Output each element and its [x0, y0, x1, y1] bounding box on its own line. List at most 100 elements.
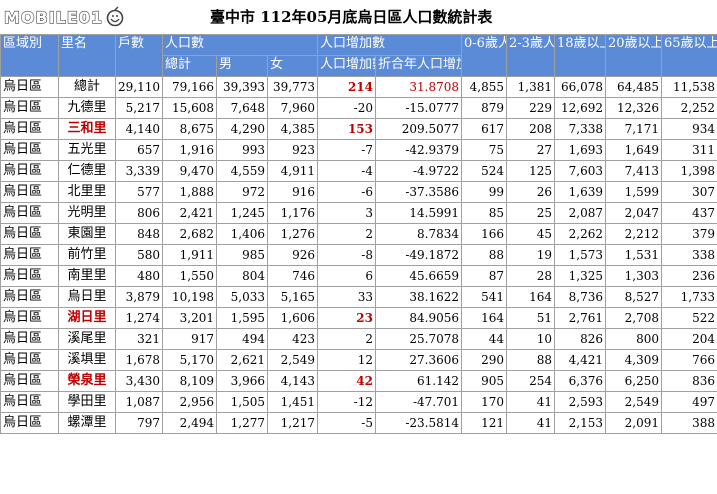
header-increase: 人口增加數 — [317, 55, 376, 77]
cell-households: 657 — [115, 139, 163, 161]
header-age-20: 20歲以上人口數 — [605, 34, 663, 77]
cell-age-18: 2,262 — [554, 223, 607, 245]
cell-age-18: 12,692 — [554, 97, 607, 119]
cell-male: 3,966 — [216, 370, 268, 392]
cell-increase: -5 — [317, 412, 376, 434]
cell-age-20: 2,708 — [605, 307, 663, 329]
cell-increase: -8 — [317, 244, 376, 266]
cell-region: 烏日區 — [0, 286, 59, 308]
cell-age-2-3: 164 — [506, 286, 556, 308]
cell-age-0-6: 541 — [461, 286, 508, 308]
cell-total: 5,170 — [162, 349, 217, 371]
cell-age-20: 1,649 — [605, 139, 663, 161]
cell-age-65: 338 — [661, 244, 717, 266]
header-female: 女 — [267, 55, 318, 77]
cell-rate: 45.6659 — [374, 265, 463, 287]
cell-age-0-6: 905 — [461, 370, 508, 392]
cell-age-18: 1,639 — [554, 181, 607, 203]
header-increase-group: 人口增加數 — [316, 34, 463, 56]
cell-age-0-6: 121 — [461, 412, 508, 434]
cell-female: 746 — [267, 265, 318, 287]
cell-male: 993 — [216, 139, 268, 161]
cell-female: 5,165 — [267, 286, 318, 308]
cell-increase: 6 — [317, 265, 376, 287]
cell-total: 917 — [162, 328, 217, 350]
cell-village: 溪尾里 — [58, 328, 116, 350]
cell-age-20: 2,047 — [605, 202, 663, 224]
header-village: 里名 — [58, 34, 116, 77]
cell-age-65: 311 — [661, 139, 717, 161]
cell-increase: 33 — [317, 286, 376, 308]
cell-region: 烏日區 — [0, 181, 59, 203]
cell-male: 1,277 — [216, 412, 268, 434]
cell-age-2-3: 10 — [506, 328, 556, 350]
cell-rate: -47.701 — [374, 391, 463, 413]
cell-age-18: 8,736 — [554, 286, 607, 308]
cell-age-0-6: 44 — [461, 328, 508, 350]
cell-region: 烏日區 — [0, 97, 59, 119]
cell-age-65: 437 — [661, 202, 717, 224]
table-row: 烏日區 前竹里 580 1,911 985 926 -8 -49.1872 88 19 1,573 1… — [0, 244, 717, 266]
cell-age-2-3: 88 — [506, 349, 556, 371]
cell-male: 1,595 — [216, 307, 268, 329]
cell-rate: -49.1872 — [374, 244, 463, 266]
cell-increase: 42 — [317, 370, 376, 392]
cell-female: 2,549 — [267, 349, 318, 371]
cell-increase: -7 — [317, 139, 376, 161]
header-total: 總計 — [162, 55, 217, 77]
cell-increase: -6 — [317, 181, 376, 203]
cell-increase: 23 — [317, 307, 376, 329]
cell-age-65: 307 — [661, 181, 717, 203]
cell-age-65: 934 — [661, 118, 717, 140]
cell-total: 79,166 — [162, 76, 217, 98]
cell-age-0-6: 87 — [461, 265, 508, 287]
cell-age-18: 6,376 — [554, 370, 607, 392]
cell-female: 1,606 — [267, 307, 318, 329]
cell-age-2-3: 1,381 — [506, 76, 556, 98]
cell-total: 2,421 — [162, 202, 217, 224]
cell-age-65: 388 — [661, 412, 717, 434]
cell-male: 804 — [216, 265, 268, 287]
mobile01-logo-icon — [106, 6, 124, 27]
cell-region: 烏日區 — [0, 412, 59, 434]
cell-age-65: 379 — [661, 223, 717, 245]
cell-male: 1,245 — [216, 202, 268, 224]
cell-age-2-3: 229 — [506, 97, 556, 119]
header-households: 戶數 — [115, 34, 163, 77]
cell-total: 10,198 — [162, 286, 217, 308]
cell-age-65: 2,252 — [661, 97, 717, 119]
cell-village: 螺潭里 — [58, 412, 116, 434]
cell-households: 806 — [115, 202, 163, 224]
cell-female: 926 — [267, 244, 318, 266]
cell-age-2-3: 26 — [506, 181, 556, 203]
cell-male: 2,621 — [216, 349, 268, 371]
cell-total: 15,608 — [162, 97, 217, 119]
cell-rate: 38.1622 — [374, 286, 463, 308]
cell-village: 光明里 — [58, 202, 116, 224]
header-age-65: 65歲以上人口數 — [661, 34, 717, 77]
cell-age-2-3: 27 — [506, 139, 556, 161]
table-row: 烏日區 北里里 577 1,888 972 916 -6 -37.3586 99 26 1,639 1… — [0, 181, 717, 203]
cell-total: 1,916 — [162, 139, 217, 161]
cell-increase: 153 — [317, 118, 376, 140]
cell-male: 7,648 — [216, 97, 268, 119]
cell-households: 1,274 — [115, 307, 163, 329]
cell-rate: 25.7078 — [374, 328, 463, 350]
cell-increase: -12 — [317, 391, 376, 413]
cell-region: 烏日區 — [0, 202, 59, 224]
cell-village: 總計 — [58, 76, 116, 98]
cell-village: 榮泉里 — [58, 370, 116, 392]
cell-households: 797 — [115, 412, 163, 434]
cell-female: 39,773 — [267, 76, 318, 98]
header-male: 男 — [216, 55, 268, 77]
cell-age-0-6: 524 — [461, 160, 508, 182]
cell-age-65: 11,538 — [661, 76, 717, 98]
cell-age-65: 836 — [661, 370, 717, 392]
cell-households: 4,140 — [115, 118, 163, 140]
header-age-0-6: 0-6歲人口數 — [461, 34, 508, 77]
cell-region: 烏日區 — [0, 223, 59, 245]
cell-village: 東園里 — [58, 223, 116, 245]
population-table: 區域別 里名 戶數 人口數 人口增加數 0-6歲人口數 2-3歲人口數 18歲以… — [0, 34, 717, 434]
cell-village: 仁德里 — [58, 160, 116, 182]
cell-age-65: 1,398 — [661, 160, 717, 182]
